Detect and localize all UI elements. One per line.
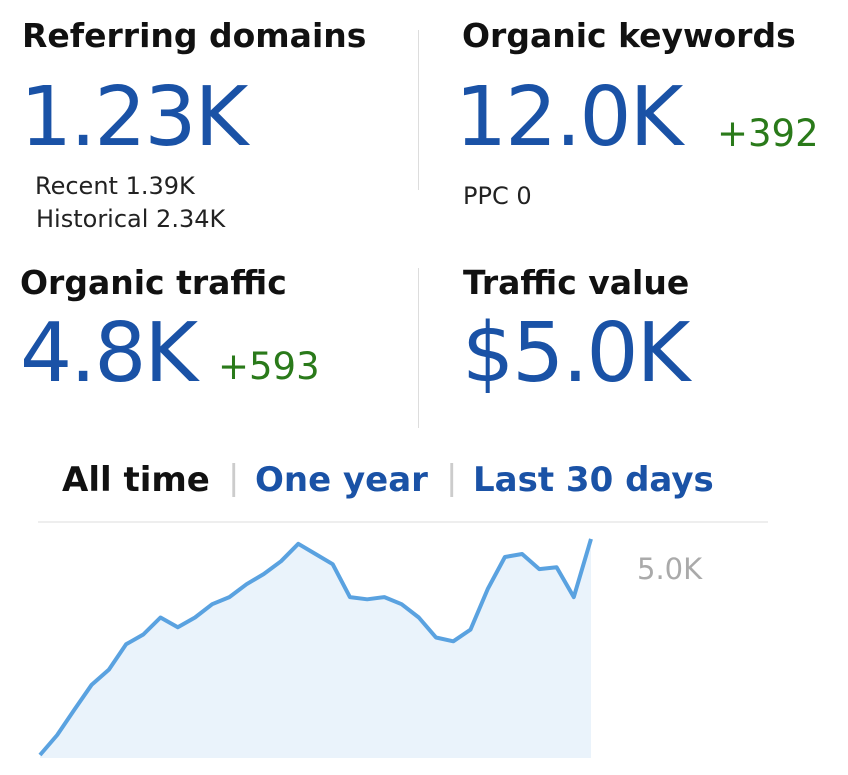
metric-value: 12.0K bbox=[455, 70, 683, 165]
metric-value: $5.0K bbox=[462, 306, 690, 401]
metric-label: Referring domains bbox=[22, 16, 367, 55]
metric-detail: Historical 2.34K bbox=[36, 205, 226, 233]
metric-label: Organic keywords bbox=[462, 16, 796, 55]
metric-value: 4.8K bbox=[20, 306, 198, 401]
metric-detail: PPC 0 bbox=[463, 182, 532, 210]
metric-label: Traffic value bbox=[463, 263, 690, 302]
tab[interactable]: One year bbox=[255, 460, 428, 500]
tab-separator: | bbox=[228, 458, 240, 498]
metric-change: +392 bbox=[717, 112, 819, 155]
divider bbox=[418, 268, 419, 428]
tab[interactable]: All time bbox=[62, 460, 210, 500]
metric-label: Organic traffic bbox=[20, 263, 287, 302]
area-fill bbox=[40, 538, 591, 758]
tab-separator: | bbox=[446, 458, 458, 498]
y-tick-label: 5.0K bbox=[637, 552, 703, 586]
tab[interactable]: Last 30 days bbox=[473, 460, 714, 500]
metric-value: 1.23K bbox=[20, 70, 248, 165]
metric-detail: Recent 1.39K bbox=[35, 172, 195, 200]
divider bbox=[418, 30, 419, 190]
metric-change: +593 bbox=[218, 345, 320, 388]
line bbox=[38, 538, 593, 757]
